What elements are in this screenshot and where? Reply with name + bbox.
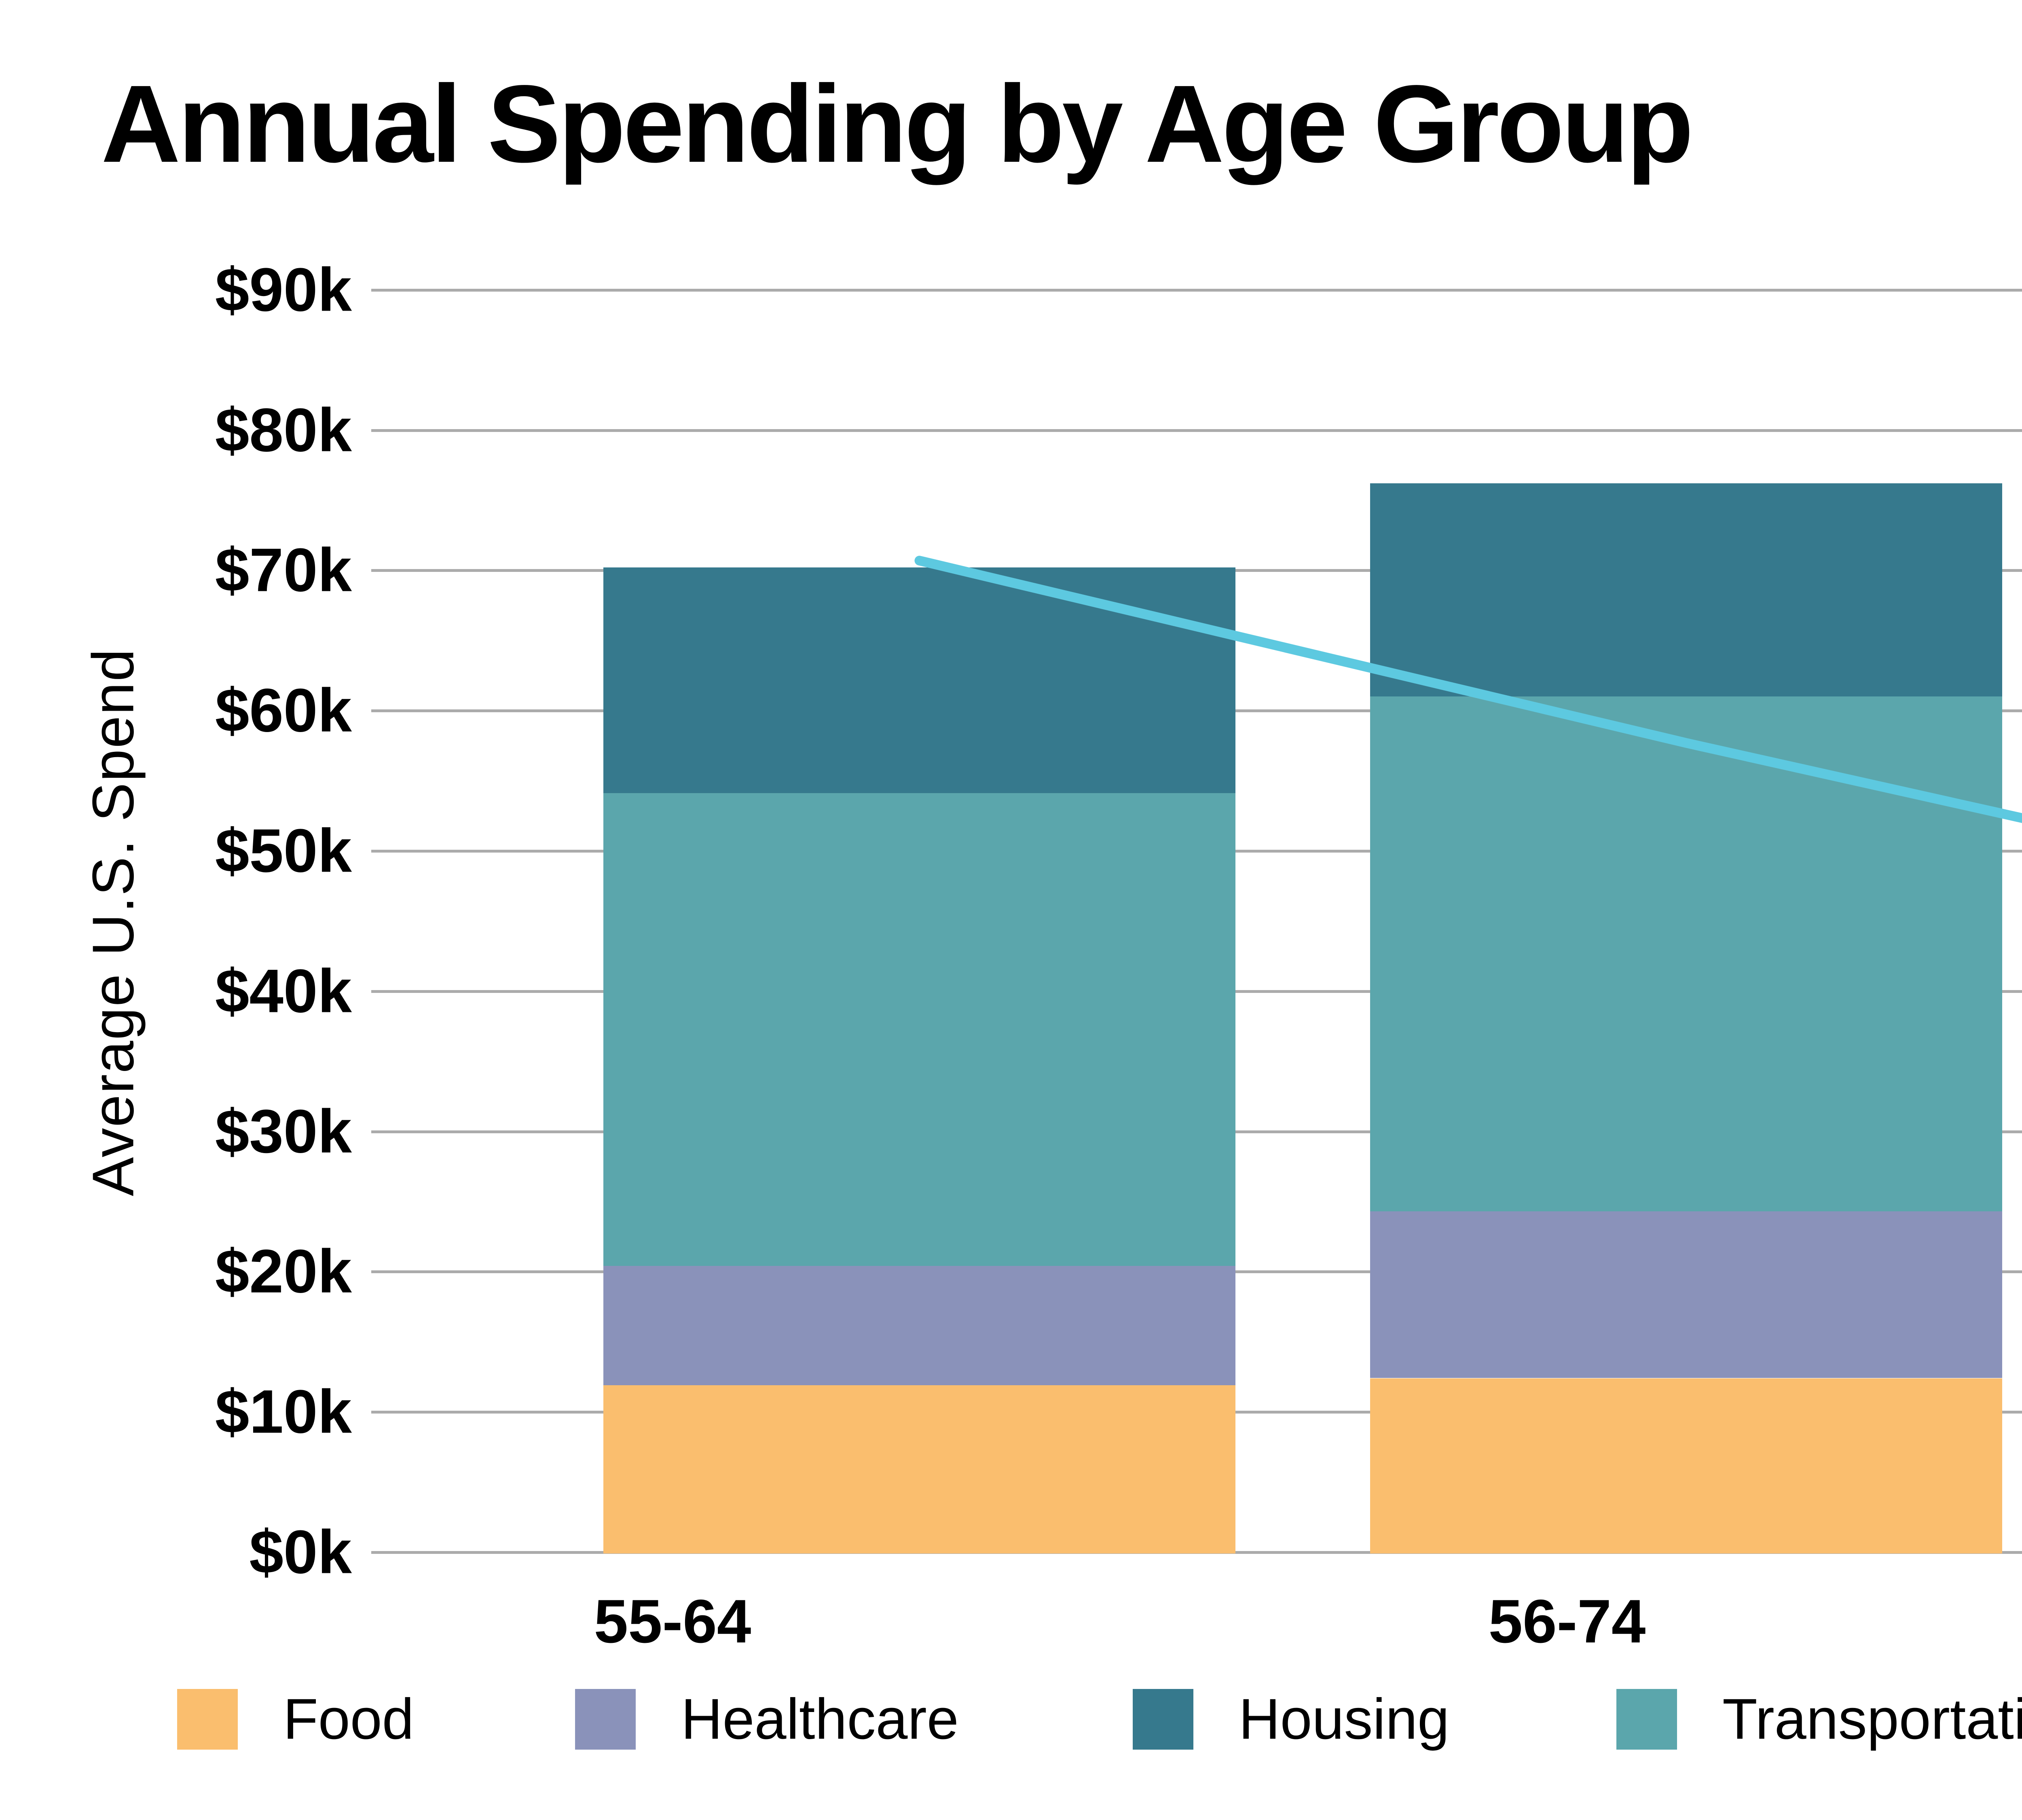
legend-item-housing: Housing bbox=[1133, 1689, 1449, 1750]
legend-swatch-healthcare bbox=[575, 1689, 636, 1750]
y-tick-label-left: $10k bbox=[215, 1377, 352, 1446]
total-spend-line bbox=[914, 556, 2022, 823]
y-tick-label-left: $0k bbox=[249, 1517, 352, 1587]
page-title: Annual Spending by Age Group bbox=[101, 62, 1694, 185]
legend-swatch-housing bbox=[1133, 1689, 1193, 1750]
y-tick-label-left: $20k bbox=[215, 1237, 352, 1306]
y-tick-label-left: $70k bbox=[215, 535, 352, 605]
y-tick-label-left: $40k bbox=[215, 957, 352, 1026]
x-tick-label: 55-64 bbox=[594, 1587, 751, 1656]
legend-item-label: Healthcare bbox=[681, 1687, 959, 1751]
legend-item-label: Transportation bbox=[1722, 1687, 2022, 1751]
legend-swatch-food bbox=[177, 1689, 238, 1750]
gridline bbox=[371, 429, 2022, 432]
bar-segment-housing bbox=[603, 567, 1235, 794]
bar-segment-food bbox=[603, 1385, 1235, 1553]
legend-item-transportation: Transportation bbox=[1616, 1689, 2022, 1750]
bar-segment-transportation bbox=[603, 793, 1235, 1266]
x-tick-label: 56-74 bbox=[1488, 1587, 1646, 1656]
legend-item-label: Food bbox=[283, 1687, 414, 1751]
bar-segment-healthcare bbox=[1370, 1211, 2002, 1378]
bar-segment-healthcare bbox=[603, 1266, 1235, 1385]
y-tick-label-left: $30k bbox=[215, 1097, 352, 1166]
bar-segment-housing bbox=[1370, 483, 2002, 697]
y-tick-label-left: $80k bbox=[215, 396, 352, 465]
legend-item-label: Housing bbox=[1239, 1687, 1449, 1751]
bar-segment-food bbox=[1370, 1378, 2002, 1553]
legend-swatch-transportation bbox=[1616, 1689, 1677, 1750]
y-tick-label-left: $60k bbox=[215, 676, 352, 745]
bar-segment-transportation bbox=[1370, 696, 2002, 1211]
gridline bbox=[371, 288, 2022, 292]
legend-item-healthcare: Healthcare bbox=[575, 1689, 959, 1750]
y-tick-label-left: $50k bbox=[215, 816, 352, 885]
legend-item-food: Food bbox=[177, 1689, 414, 1750]
y-tick-label-left: $90k bbox=[215, 255, 352, 324]
